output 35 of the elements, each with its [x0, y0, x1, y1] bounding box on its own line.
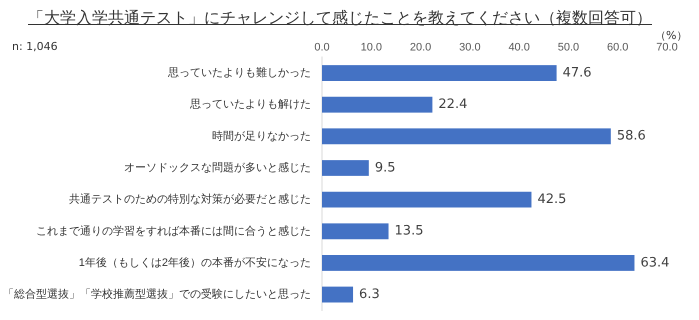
x-tick-label: 30.0: [459, 42, 481, 54]
chart-title: 「大学入学共通テスト」にチャレンジして感じたことを教えてください（複数回答可）: [28, 8, 652, 27]
data-label: 47.6: [562, 65, 592, 80]
bar: [322, 286, 354, 302]
x-tick-label: 60.0: [607, 42, 628, 54]
y-tick-label: 1年後（もしくは2年後）の本番が不安になった: [78, 256, 311, 269]
bar: [322, 160, 369, 176]
x-tick-label: 0.0: [314, 42, 330, 54]
data-label: 42.5: [537, 192, 566, 207]
x-tick-label: 70.0: [656, 42, 678, 54]
y-tick-label: 時間が足りなかった: [212, 129, 311, 142]
bar: [322, 128, 611, 144]
x-tick-label: 20.0: [410, 42, 432, 54]
data-label: 13.5: [394, 224, 424, 239]
y-tick-label: 思っていたよりも解けた: [189, 98, 311, 111]
data-label: 6.3: [359, 286, 380, 302]
data-label: 63.4: [640, 255, 670, 270]
data-label: 22.4: [438, 97, 468, 112]
x-tick-label: 40.0: [508, 42, 530, 54]
y-tick-label: これまで通りの学習をすれば本番には間に合うと感じた: [36, 224, 311, 238]
data-label: 9.5: [374, 160, 396, 176]
bar: [322, 96, 432, 113]
bar: [322, 65, 557, 81]
y-tick-label: 思っていたよりも難しかった: [167, 66, 311, 80]
y-tick-label: 共通テストのための特別な対策が必要だと感じた: [69, 192, 311, 206]
bar: [322, 223, 389, 240]
data-label: 58.6: [616, 128, 646, 144]
x-tick-label: 50.0: [558, 42, 580, 54]
y-tick-label: 「総合型選抜」「学校推薦型選抜」での受験にしたいと思った: [3, 288, 311, 301]
x-tick-label: 10.0: [360, 42, 382, 54]
bar: [322, 255, 634, 271]
bar: [322, 192, 532, 208]
y-tick-label: オーソドックスな問題が多いと感じた: [124, 161, 311, 174]
text: （%）: [655, 28, 688, 42]
text: n: 1,046: [12, 40, 58, 53]
